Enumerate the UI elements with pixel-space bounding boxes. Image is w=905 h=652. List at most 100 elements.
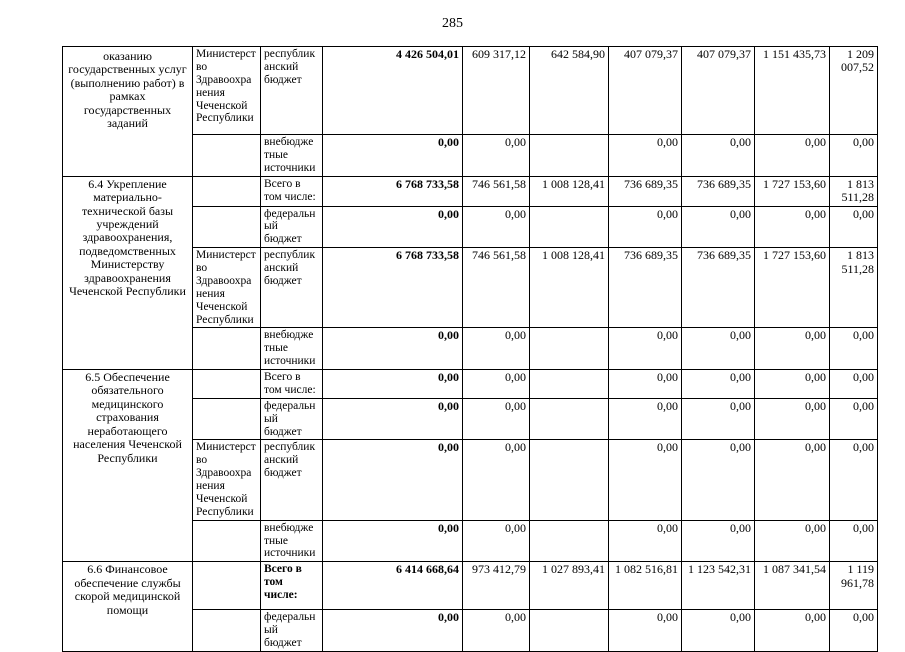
budget-source-cell: внебюдже тные источники <box>260 134 323 177</box>
value-cell: 407 079,37 <box>608 46 682 135</box>
ministry-cell <box>192 561 261 611</box>
ministry-cell <box>192 175 261 207</box>
value-cell: 6 768 733,58 <box>322 247 463 329</box>
value-cell: 4 426 504,01 <box>322 46 463 135</box>
value-cell: 0,00 <box>608 609 682 652</box>
value-cell: 1 813 511,28 <box>829 247 878 329</box>
value-cell: 6 768 733,58 <box>322 175 463 207</box>
value-cell <box>529 205 609 249</box>
budget-source-cell: федеральн ый бюджет <box>260 397 323 441</box>
value-cell: 0,00 <box>462 369 530 399</box>
table-row: внебюдже тные источники 0,00 0,00 0,00 0… <box>63 327 878 370</box>
value-cell: 736 689,35 <box>608 247 682 329</box>
value-cell: 0,00 <box>322 327 463 370</box>
value-cell: 0,00 <box>322 439 463 521</box>
value-cell: 1 123 542,31 <box>681 561 755 611</box>
table-row: Министерст во Здравоохра нения Чеченской… <box>63 439 878 521</box>
program-name-cell: 6.6 Финансовое обеспечение службы скорой… <box>62 561 193 652</box>
budget-source-cell: Всего в том числе: <box>260 561 323 611</box>
budget-source-cell: Всего в том числе: <box>260 369 323 399</box>
value-cell: 0,00 <box>322 519 463 563</box>
value-cell: 0,00 <box>829 369 878 399</box>
page-number: 285 <box>442 16 463 31</box>
value-cell: 0,00 <box>754 205 830 249</box>
ministry-cell <box>192 205 261 249</box>
value-cell: 0,00 <box>681 134 755 177</box>
table-row: 6.4 Укрепление материально-технической б… <box>62 175 878 371</box>
value-cell: 1 082 516,81 <box>608 561 682 611</box>
value-cell: 0,00 <box>462 134 530 177</box>
value-cell: 1 008 128,41 <box>529 247 609 329</box>
budget-source-cell: внебюдже тные источники <box>260 519 323 563</box>
value-cell: 1 119 961,78 <box>829 561 878 611</box>
value-cell: 0,00 <box>608 327 682 370</box>
value-cell: 0,00 <box>829 205 878 249</box>
value-cell: 0,00 <box>462 519 530 563</box>
program-name-cell: оказанию государственных услуг (выполнен… <box>62 46 193 177</box>
value-cell: 0,00 <box>829 519 878 563</box>
value-cell: 0,00 <box>681 397 755 441</box>
table-row: Министерст во Здравоохра нения Чеченской… <box>63 247 878 329</box>
value-cell: 0,00 <box>754 369 830 399</box>
value-cell: 0,00 <box>322 397 463 441</box>
value-cell: 0,00 <box>681 327 755 370</box>
value-cell: 1 008 128,41 <box>529 175 609 207</box>
table-row: 6.5 Обеспечение обязательного медицинско… <box>62 368 878 563</box>
ministry-cell: Министерст во Здравоохра нения Чеченской… <box>192 439 261 521</box>
value-cell: 0,00 <box>829 327 878 370</box>
value-cell: 0,00 <box>608 205 682 249</box>
value-cell: 1 151 435,73 <box>754 46 830 135</box>
value-cell: 0,00 <box>608 439 682 521</box>
value-cell: 0,00 <box>608 134 682 177</box>
value-cell: 1 813 511,28 <box>829 175 878 207</box>
budget-source-cell: федеральн ый бюджет <box>260 205 323 249</box>
value-cell: 0,00 <box>829 397 878 441</box>
budget-source-cell: Всего в том числе: <box>260 175 323 207</box>
budget-source-cell: республик анский бюджет <box>260 439 323 521</box>
budget-table: оказанию государственных услуг (выполнен… <box>62 46 878 652</box>
value-cell: 0,00 <box>681 369 755 399</box>
value-cell <box>529 609 609 652</box>
value-cell: 973 412,79 <box>462 561 530 611</box>
value-cell: 0,00 <box>681 609 755 652</box>
budget-source-cell: федеральн ый бюджет <box>260 609 323 652</box>
table-row: 6.6 Финансовое обеспечение службы скорой… <box>62 561 878 652</box>
value-cell: 0,00 <box>462 205 530 249</box>
value-cell: 0,00 <box>754 609 830 652</box>
value-cell: 0,00 <box>462 327 530 370</box>
value-cell: 0,00 <box>322 134 463 177</box>
value-cell <box>529 519 609 563</box>
value-cell: 609 317,12 <box>462 46 530 135</box>
value-cell: 0,00 <box>608 519 682 563</box>
ministry-cell <box>192 609 261 652</box>
value-cell <box>529 327 609 370</box>
value-cell <box>529 397 609 441</box>
budget-source-cell: внебюдже тные источники <box>260 327 323 370</box>
value-cell: 0,00 <box>608 397 682 441</box>
value-cell: 1 087 341,54 <box>754 561 830 611</box>
value-cell: 0,00 <box>754 327 830 370</box>
value-cell: 736 689,35 <box>681 247 755 329</box>
ministry-cell: Министерст во Здравоохра нения Чеченской… <box>192 247 261 329</box>
value-cell: 1 209 007,52 <box>829 46 878 135</box>
value-cell: 0,00 <box>462 609 530 652</box>
value-cell: 0,00 <box>462 397 530 441</box>
table-row: федеральн ый бюджет 0,00 0,00 0,00 0,00 … <box>63 397 878 441</box>
value-cell: 0,00 <box>322 609 463 652</box>
table-row: внебюдже тные источники 0,00 0,00 0,00 0… <box>63 134 878 177</box>
value-cell: 0,00 <box>462 439 530 521</box>
value-cell: 1 727 153,60 <box>754 247 830 329</box>
ministry-cell: Министерст во Здравоохра нения Чеченской… <box>192 46 261 135</box>
value-cell: 642 584,90 <box>529 46 609 135</box>
budget-source-cell: республик анский бюджет <box>260 247 323 329</box>
value-cell: 0,00 <box>608 369 682 399</box>
value-cell: 746 561,58 <box>462 175 530 207</box>
value-cell <box>529 369 609 399</box>
value-cell: 0,00 <box>829 439 878 521</box>
value-cell: 0,00 <box>829 609 878 652</box>
ministry-cell <box>192 369 261 399</box>
value-cell: 0,00 <box>681 439 755 521</box>
program-name-cell: 6.5 Обеспечение обязательного медицинско… <box>62 368 193 563</box>
value-cell: 0,00 <box>754 519 830 563</box>
value-cell: 0,00 <box>681 205 755 249</box>
